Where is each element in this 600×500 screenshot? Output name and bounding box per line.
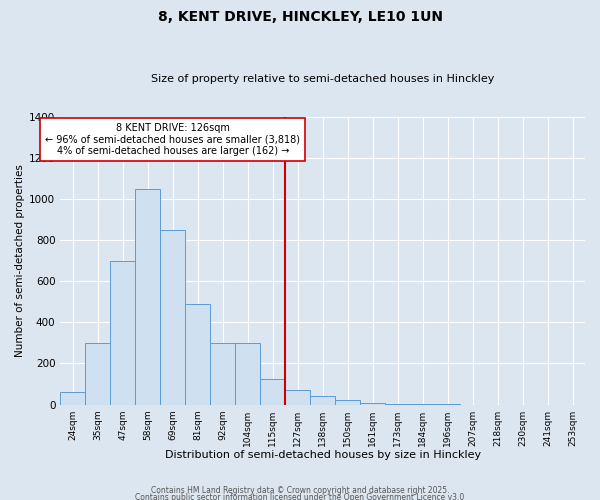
Text: Contains public sector information licensed under the Open Government Licence v3: Contains public sector information licen… (136, 494, 464, 500)
Bar (185, 304, 210, 404)
Bar (135, 188, 160, 404)
Y-axis label: Number of semi-detached properties: Number of semi-detached properties (15, 164, 25, 357)
Bar (285, 390, 310, 404)
Bar (160, 230, 185, 404)
Bar (85, 343, 110, 404)
Text: Contains HM Land Registry data © Crown copyright and database right 2025.: Contains HM Land Registry data © Crown c… (151, 486, 449, 495)
Text: 8 KENT DRIVE: 126sqm
← 96% of semi-detached houses are smaller (3,818)
4% of sem: 8 KENT DRIVE: 126sqm ← 96% of semi-detac… (45, 123, 300, 156)
Text: 8, KENT DRIVE, HINCKLEY, LE10 1UN: 8, KENT DRIVE, HINCKLEY, LE10 1UN (157, 10, 443, 24)
Bar (110, 260, 135, 404)
Title: Size of property relative to semi-detached houses in Hinckley: Size of property relative to semi-detach… (151, 74, 494, 84)
Bar (360, 402, 385, 404)
X-axis label: Distribution of semi-detached houses by size in Hinckley: Distribution of semi-detached houses by … (164, 450, 481, 460)
Bar (60, 392, 85, 404)
Bar (260, 379, 285, 404)
Bar (235, 343, 260, 404)
Bar (335, 400, 360, 404)
Bar (210, 343, 235, 404)
Bar (310, 396, 335, 404)
